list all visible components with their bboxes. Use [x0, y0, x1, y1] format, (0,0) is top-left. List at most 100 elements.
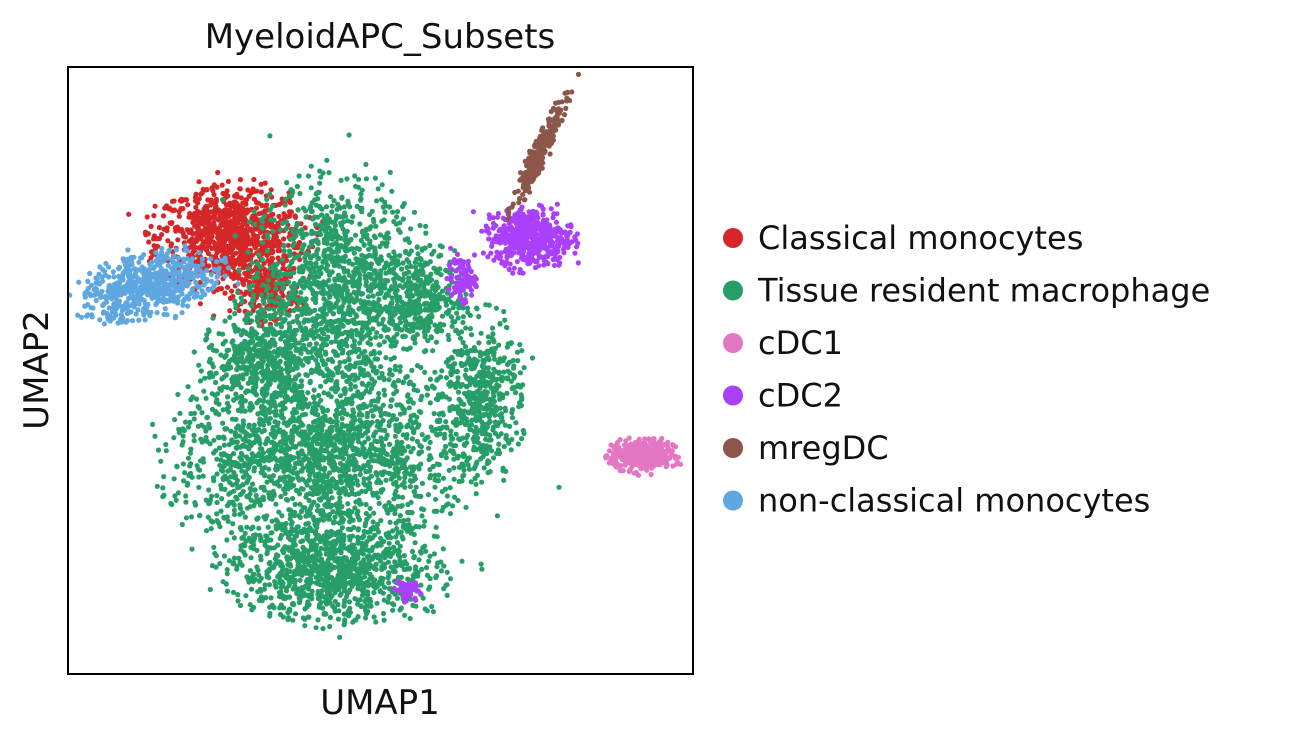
data-point — [161, 474, 167, 480]
data-point — [195, 423, 201, 429]
data-point — [407, 471, 413, 477]
data-point — [329, 319, 335, 325]
data-point — [427, 376, 433, 382]
data-point — [334, 423, 340, 429]
data-point — [240, 534, 246, 541]
data-point — [377, 406, 384, 412]
data-point — [407, 615, 413, 622]
data-point — [310, 405, 316, 411]
data-point — [287, 537, 293, 543]
data-point — [324, 495, 330, 501]
data-point — [246, 439, 252, 445]
data-point — [356, 412, 362, 418]
data-point — [256, 453, 262, 459]
data-point — [326, 432, 332, 438]
data-point — [321, 390, 327, 396]
data-point — [375, 398, 381, 404]
data-point — [145, 231, 151, 237]
data-point — [322, 301, 328, 307]
data-point — [258, 575, 264, 581]
data-point — [264, 248, 271, 254]
data-point — [151, 243, 157, 249]
data-point — [224, 188, 230, 194]
data-point — [188, 514, 195, 520]
data-point — [351, 317, 357, 323]
data-point — [169, 501, 175, 508]
data-point — [389, 338, 395, 345]
data-point — [324, 407, 331, 413]
data-point — [303, 250, 309, 256]
data-point — [171, 435, 177, 441]
data-point — [416, 524, 422, 530]
data-point — [321, 291, 327, 297]
data-point — [250, 213, 256, 219]
data-point — [217, 561, 223, 567]
data-point — [337, 359, 343, 366]
data-point — [194, 216, 200, 222]
data-point — [375, 521, 381, 528]
data-point — [313, 260, 319, 266]
data-point — [210, 187, 216, 194]
data-point — [417, 222, 423, 229]
data-point — [276, 213, 282, 219]
data-point — [354, 313, 360, 319]
data-point — [163, 448, 169, 454]
data-point — [330, 324, 336, 330]
data-point — [234, 257, 240, 263]
data-point — [386, 500, 392, 506]
data-point — [303, 346, 309, 352]
data-point — [341, 204, 347, 210]
data-point — [276, 244, 282, 251]
data-point — [296, 253, 302, 259]
data-point — [305, 468, 311, 474]
data-point — [363, 520, 369, 526]
data-point — [324, 157, 330, 163]
data-point — [349, 438, 355, 444]
scatter-points — [67, 71, 684, 640]
data-point — [211, 219, 217, 225]
data-point — [400, 380, 406, 386]
data-point — [261, 213, 267, 219]
data-point — [422, 436, 428, 443]
data-point — [280, 614, 286, 620]
data-point — [269, 518, 275, 524]
data-point — [203, 528, 210, 534]
data-point — [365, 294, 372, 300]
data-point — [421, 523, 427, 529]
data-point — [455, 497, 461, 504]
data-point — [336, 317, 342, 324]
data-point — [268, 292, 274, 298]
data-point — [231, 271, 237, 277]
data-point — [379, 218, 385, 224]
data-point — [349, 330, 355, 336]
data-point — [411, 489, 418, 495]
data-point — [331, 519, 337, 525]
data-point — [332, 222, 338, 229]
data-point — [351, 250, 357, 256]
data-point — [335, 401, 341, 407]
data-point — [383, 477, 389, 483]
data-point — [211, 450, 217, 456]
data-point — [414, 438, 420, 444]
data-point — [240, 436, 246, 442]
data-point — [335, 328, 342, 335]
data-point — [334, 419, 340, 425]
data-point — [265, 277, 271, 283]
data-point — [214, 499, 220, 506]
data-point — [341, 339, 347, 345]
data-point — [261, 276, 267, 282]
data-point — [224, 503, 230, 509]
data-point — [444, 592, 450, 599]
data-point — [224, 537, 230, 543]
data-point — [401, 271, 407, 277]
data-point — [214, 287, 220, 293]
data-point — [478, 561, 484, 567]
data-point — [349, 219, 355, 225]
data-point — [356, 246, 362, 252]
data-point — [413, 484, 419, 490]
data-point — [349, 486, 355, 492]
data-point — [180, 461, 186, 467]
data-point — [381, 387, 387, 393]
data-point — [409, 509, 415, 516]
